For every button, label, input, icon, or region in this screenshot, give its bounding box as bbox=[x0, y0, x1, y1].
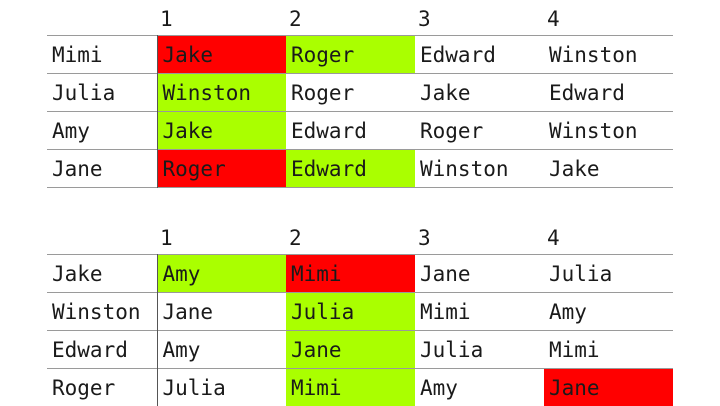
preference-cell-reject: Mimi bbox=[286, 255, 415, 293]
preference-cell: Jake bbox=[544, 150, 673, 188]
preference-cell-accept: Amy bbox=[157, 255, 286, 293]
preference-cell: Edward bbox=[544, 74, 673, 112]
person-name: Jane bbox=[47, 150, 157, 188]
preference-cell: Edward bbox=[415, 36, 544, 74]
preference-cell: Winston bbox=[544, 36, 673, 74]
person-name: Winston bbox=[47, 293, 157, 331]
preference-cell: Amy bbox=[415, 369, 544, 406]
preference-cell-accept: Jake bbox=[157, 112, 286, 150]
preference-cell: Jake bbox=[415, 74, 544, 112]
header-corner bbox=[47, 221, 157, 255]
rank-header: 2 bbox=[286, 2, 415, 36]
preference-cell: Edward bbox=[286, 112, 415, 150]
preference-cell-accept: Roger bbox=[286, 36, 415, 74]
preference-cell: Amy bbox=[544, 293, 673, 331]
person-name: Jake bbox=[47, 255, 157, 293]
preference-cell-accept: Jane bbox=[286, 331, 415, 369]
preference-cell: Mimi bbox=[415, 293, 544, 331]
preference-cell: Jane bbox=[157, 293, 286, 331]
rank-header: 1 bbox=[157, 221, 286, 255]
person-name: Edward bbox=[47, 331, 157, 369]
header-corner bbox=[47, 2, 157, 36]
rank-header: 3 bbox=[415, 221, 544, 255]
preference-cell: Roger bbox=[415, 112, 544, 150]
rank-header: 1 bbox=[157, 2, 286, 36]
rank-header: 4 bbox=[544, 221, 673, 255]
preference-cell: Winston bbox=[415, 150, 544, 188]
rank-header: 2 bbox=[286, 221, 415, 255]
preference-cell: Jane bbox=[415, 255, 544, 293]
preference-cell: Amy bbox=[157, 331, 286, 369]
rank-header: 3 bbox=[415, 2, 544, 36]
preference-cell: Mimi bbox=[544, 331, 673, 369]
preference-cell-accept: Julia bbox=[286, 293, 415, 331]
preference-cell: Julia bbox=[415, 331, 544, 369]
preference-cell-reject: Jane bbox=[544, 369, 673, 406]
preference-cell: Winston bbox=[544, 112, 673, 150]
preference-cell-reject: Roger bbox=[157, 150, 286, 188]
preference-cell-accept: Winston bbox=[157, 74, 286, 112]
rank-header: 4 bbox=[544, 2, 673, 36]
person-name: Julia bbox=[47, 74, 157, 112]
preference-cell: Julia bbox=[157, 369, 286, 406]
preference-cell-accept: Mimi bbox=[286, 369, 415, 406]
preference-cell-accept: Edward bbox=[286, 150, 415, 188]
person-name: Mimi bbox=[47, 36, 157, 74]
person-name: Roger bbox=[47, 369, 157, 406]
person-name: Amy bbox=[47, 112, 157, 150]
preference-cell: Roger bbox=[286, 74, 415, 112]
preference-cell: Julia bbox=[544, 255, 673, 293]
preference-cell-reject: Jake bbox=[157, 36, 286, 74]
